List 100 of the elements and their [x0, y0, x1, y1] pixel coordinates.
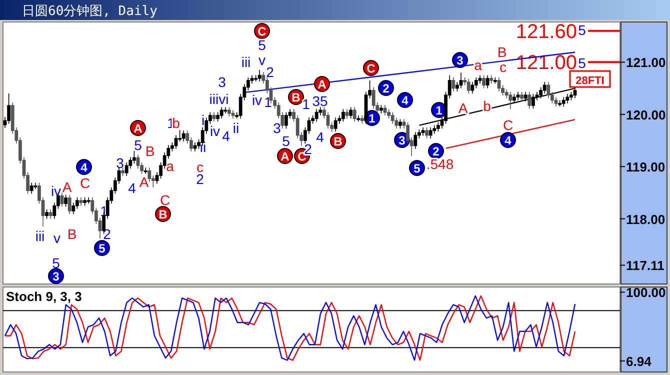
candlestick [425, 127, 428, 139]
candlestick [508, 92, 512, 110]
candlestick [528, 92, 532, 110]
candlestick [486, 74, 490, 89]
candlestick [432, 124, 436, 134]
annotation: B [334, 134, 343, 148]
candlestick [356, 115, 360, 122]
annotation: a [166, 158, 174, 174]
candlestick [466, 78, 470, 94]
candlestick [566, 94, 570, 104]
annotation: 2 [266, 64, 274, 80]
text: 5 [578, 22, 586, 38]
candlestick [380, 104, 383, 114]
annotation: 4 [402, 94, 409, 108]
annotation: iv [252, 92, 262, 108]
candlestick [193, 142, 197, 152]
annotation: 4 [128, 180, 136, 196]
ref-line-label: 121.00 [516, 52, 577, 74]
candlestick [7, 93, 10, 124]
y-tick-label: 118.00 [626, 212, 666, 227]
candlestick [86, 196, 90, 204]
candlestick [516, 92, 520, 101]
annotation: A [458, 100, 468, 116]
candlestick [284, 112, 288, 129]
annotation: .548 [426, 156, 454, 172]
candlestick [121, 167, 124, 176]
annotation: 3 [116, 155, 124, 171]
candlestick [349, 106, 352, 119]
annotation: 5 [414, 162, 421, 176]
candlestick [60, 192, 64, 208]
candlestick [520, 92, 524, 102]
annotation: 4 [316, 129, 324, 145]
text: 5 [578, 55, 586, 71]
annotation: A [62, 179, 72, 195]
y-tick-label: 100.00 [626, 285, 666, 300]
y-tick-label: 6.94 [626, 354, 652, 369]
annotation: 2 [432, 144, 440, 158]
annotation: 5 [258, 37, 266, 53]
annotation: 5 [134, 137, 142, 153]
candlestick [212, 112, 216, 122]
annotation: C [80, 175, 90, 191]
candlestick [490, 74, 494, 84]
candlestick [532, 94, 535, 110]
candlestick [470, 82, 474, 94]
annotation: iii [35, 228, 45, 244]
candlestick [334, 117, 338, 132]
annotation: iiivi [209, 91, 229, 107]
annotation: c [500, 59, 506, 75]
candlestick [345, 108, 349, 119]
candlestick [30, 182, 34, 194]
candlestick [390, 112, 394, 124]
annotation: B [497, 44, 507, 60]
annotation: b [172, 115, 180, 131]
annotation: 2 [382, 82, 390, 96]
candlestick [45, 208, 48, 220]
annotation: A [318, 78, 327, 92]
annotation: 1 [436, 104, 443, 118]
annotation: iv [210, 123, 220, 139]
candlestick [314, 108, 318, 122]
candlestick [231, 110, 235, 119]
annotation: 4 [504, 134, 512, 148]
annotation: 3 [218, 74, 226, 90]
y-tick-label: 121.00 [626, 55, 666, 70]
annotation: 3 [456, 54, 464, 68]
annotation: 4 [222, 128, 230, 144]
y-tick-label: 117.11 [626, 258, 664, 274]
chart-title: Stoch 9, 3, 3 [6, 289, 82, 304]
ref-line-label: 121.60 [516, 20, 577, 43]
candlestick [452, 76, 456, 92]
annotation: C [366, 62, 376, 76]
annotation: B [292, 90, 301, 104]
annotation: A [134, 122, 143, 136]
annotation: 35 [312, 93, 328, 109]
candlestick [512, 94, 516, 104]
candlestick [79, 196, 83, 206]
annotation: C [502, 117, 514, 133]
annotation: 5 [98, 242, 106, 256]
annotation: B [158, 208, 168, 222]
chart-title: 日圆60分钟图, Daily [22, 4, 158, 19]
annotation: 5 [282, 133, 290, 149]
candlestick [258, 70, 262, 82]
annotation: v [258, 52, 266, 68]
annotation: i [201, 112, 205, 128]
annotation: C [160, 192, 170, 208]
candlestick [398, 118, 402, 129]
candlestick [342, 108, 345, 122]
y-tick-label: 119.00 [626, 160, 666, 175]
candlestick [383, 104, 387, 116]
annotation: ii [232, 120, 240, 136]
candlestick [421, 127, 425, 136]
candlestick [228, 106, 231, 117]
y-tick-label: 120.00 [626, 107, 666, 122]
annotation: 4 [80, 160, 88, 174]
candlestick [428, 127, 432, 139]
candlestick [558, 100, 562, 107]
candlestick [48, 208, 52, 220]
annotation: 1 [264, 94, 272, 110]
candlestick [372, 86, 376, 110]
annotation: iii [241, 54, 251, 70]
candlestick [352, 106, 356, 122]
